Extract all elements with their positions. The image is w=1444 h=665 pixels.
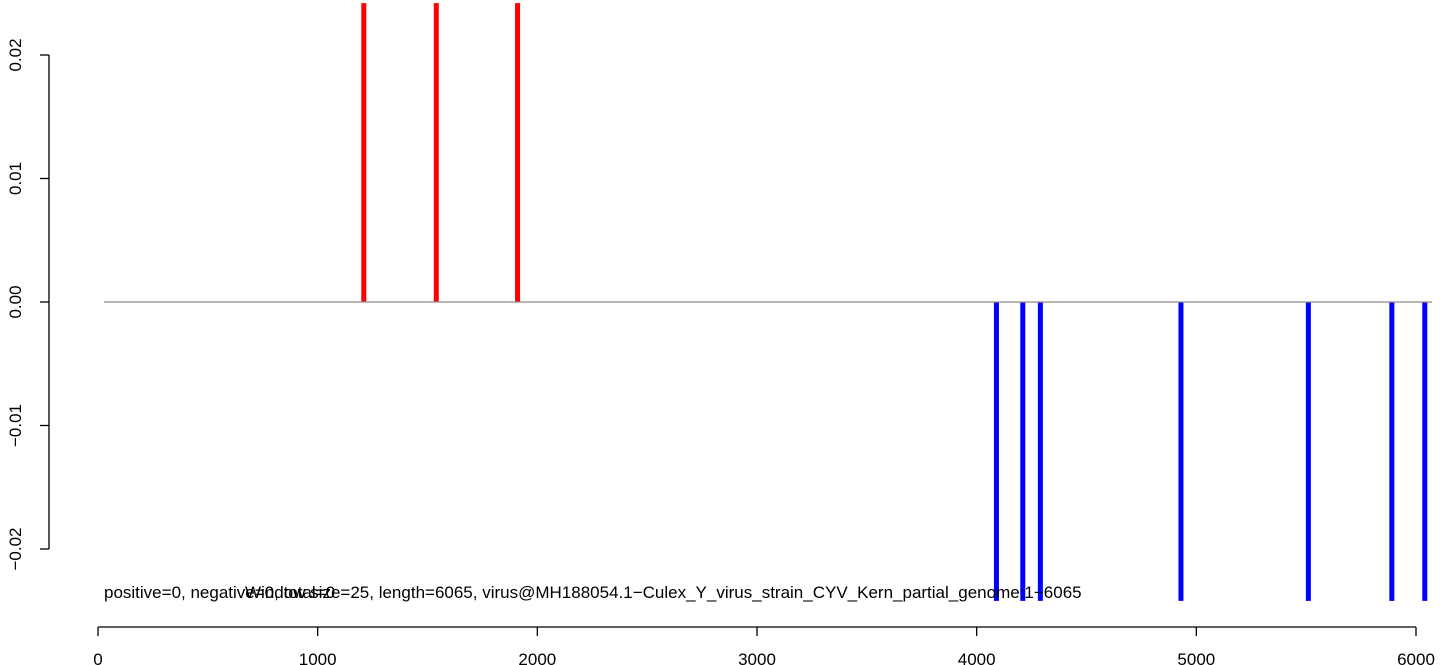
y-axis: −0.02 −0.01 0.00 0.01 0.02: [6, 38, 50, 571]
bars-group: [361, 3, 1428, 601]
caption-window-info: Window size=25, length=6065, virus@MH188…: [245, 583, 1082, 602]
y-tick-label: 0.02: [6, 38, 25, 71]
y-tick-label: 0.01: [6, 162, 25, 195]
x-axis: 0 1000 2000 3000 4000 5000 6000: [93, 626, 1435, 665]
x-tick-label: 3000: [738, 650, 776, 665]
y-tick-label: −0.01: [6, 404, 25, 447]
x-tick-label: 0: [93, 650, 102, 665]
x-tick-label: 4000: [958, 650, 996, 665]
x-tick-label: 5000: [1177, 650, 1215, 665]
x-tick-label: 6000: [1397, 650, 1435, 665]
caption-counts: positive=0, negative=0, total=0: [104, 583, 335, 602]
y-tick-label: 0.00: [6, 285, 25, 318]
y-tick-label: −0.02: [6, 527, 25, 570]
x-tick-label: 2000: [518, 650, 556, 665]
x-tick-label: 1000: [299, 650, 337, 665]
